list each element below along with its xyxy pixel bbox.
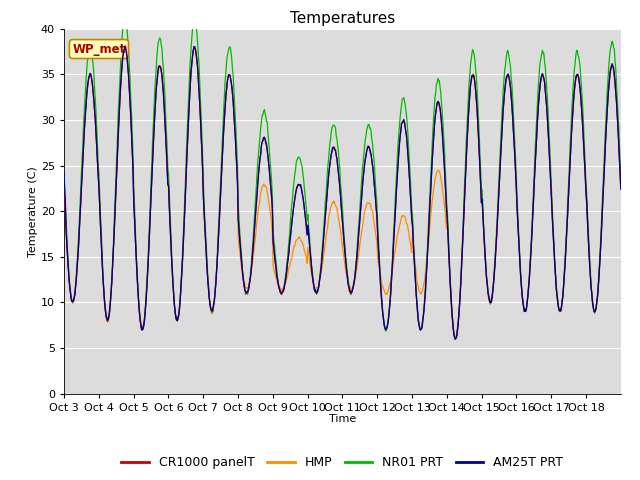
Title: Temperatures: Temperatures	[290, 11, 395, 26]
Y-axis label: Temperature (C): Temperature (C)	[28, 166, 38, 257]
X-axis label: Time: Time	[329, 414, 356, 424]
Text: WP_met: WP_met	[72, 43, 125, 56]
Legend: CR1000 panelT, HMP, NR01 PRT, AM25T PRT: CR1000 panelT, HMP, NR01 PRT, AM25T PRT	[116, 451, 568, 474]
